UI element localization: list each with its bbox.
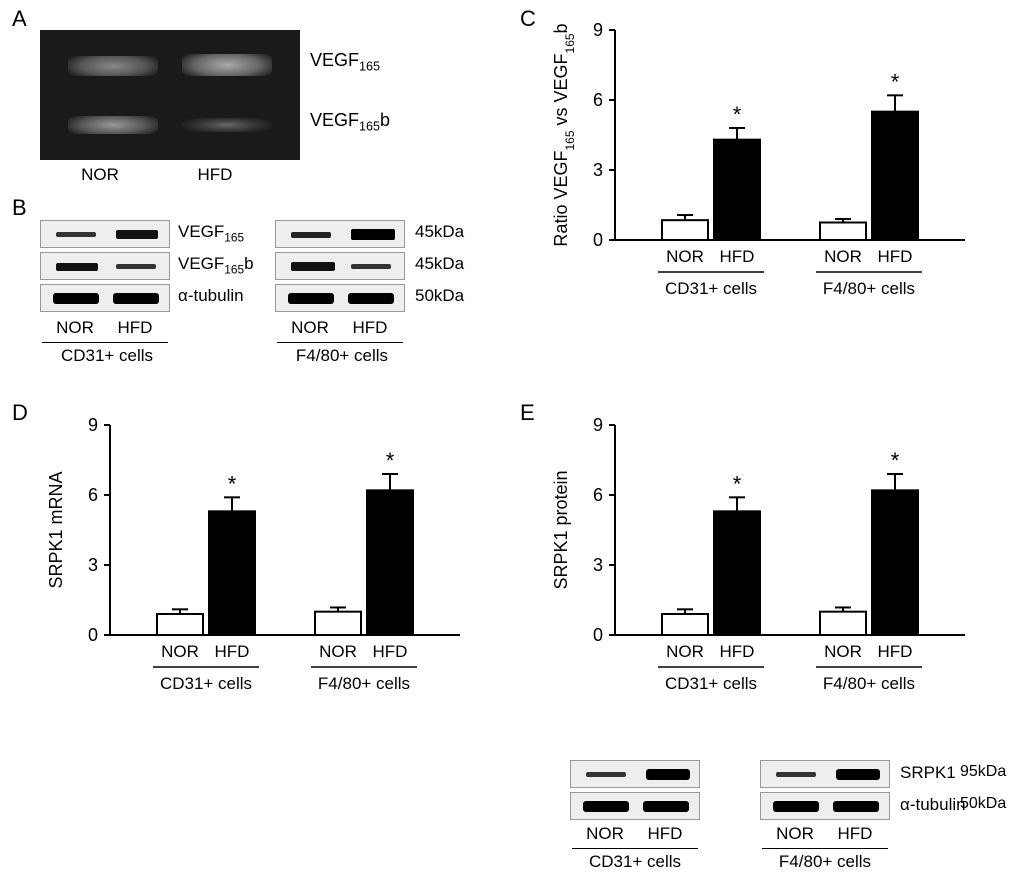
blot-kd50: 50kDa [415,286,464,306]
blot-label-tubulin: α-tubulin [178,286,244,306]
panel-label-c: C [520,6,536,32]
blot-e-kd95: 95kDa [960,763,1006,781]
svg-text:6: 6 [593,90,603,110]
underline-cd31-b [42,342,168,343]
gel-band [68,116,158,134]
gel-band [182,54,272,76]
western-e-cd31 [570,760,700,820]
underline-f480-e [762,848,888,849]
svg-text:NOR: NOR [824,642,862,661]
svg-text:HFD: HFD [720,642,755,661]
gel-band [182,118,272,132]
lane-nor-b2: NOR [285,318,335,338]
lane-hfd-e2: HFD [830,824,880,844]
underline-cd31-e [572,848,698,849]
gel-band [68,56,158,76]
svg-text:3: 3 [593,555,603,575]
svg-text:NOR: NOR [161,642,199,661]
group-f480-b: F4/80+ cells [282,346,402,366]
blot-row [275,220,405,248]
svg-text:0: 0 [88,625,98,645]
svg-text:9: 9 [88,415,98,435]
gel-row-label-vegf165b: VEGF165b [310,110,390,134]
svg-text:0: 0 [593,230,603,250]
blot-row [40,252,170,280]
gel-row-label-vegf165: VEGF165 [310,50,380,74]
group-cd31-e: CD31+ cells [580,852,690,872]
blot-label-vegf165b: VEGF165b [178,254,254,276]
svg-text:9: 9 [593,415,603,435]
gel-image-a [40,30,300,160]
blot-kd45-1: 45kDa [415,222,464,242]
western-f480 [275,220,405,312]
blot-e-kd50: 50kDa [960,795,1006,813]
svg-text:*: * [228,471,237,496]
blot-row [40,284,170,312]
lane-label-nor: NOR [70,165,130,185]
svg-text:6: 6 [88,485,98,505]
blot-row [760,760,890,788]
svg-text:CD31+ cells: CD31+ cells [160,674,252,693]
lane-hfd-b1: HFD [110,318,160,338]
svg-text:F4/80+ cells: F4/80+ cells [318,674,410,693]
lane-hfd-b2: HFD [345,318,395,338]
svg-text:*: * [733,471,742,496]
svg-text:HFD: HFD [373,642,408,661]
svg-text:*: * [733,102,742,127]
svg-text:Ratio VEGF165 vs VEGF165b: Ratio VEGF165 vs VEGF165b [551,23,577,246]
lane-nor-b1: NOR [50,318,100,338]
lane-nor-e2: NOR [770,824,820,844]
blot-e-tubulin-label: α-tubulin [900,795,966,815]
svg-text:3: 3 [593,160,603,180]
svg-text:HFD: HFD [215,642,250,661]
panel-label-b: B [12,195,27,221]
chart-c: 0 3 6 9 NOR * HFD NOR * HFD CD31+ cells F4/80+ cell… [545,20,985,320]
blot-row [40,220,170,248]
svg-text:SRPK1 mRNA: SRPK1 mRNA [46,471,66,588]
blot-row [275,252,405,280]
svg-text:CD31+ cells: CD31+ cells [665,674,757,693]
svg-text:*: * [386,448,395,473]
panel-label-d: D [12,400,28,426]
svg-text:F4/80+ cells: F4/80+ cells [823,279,915,298]
svg-text:*: * [891,69,900,94]
panel-label-e: E [520,400,535,426]
svg-text:*: * [891,448,900,473]
lane-label-hfd: HFD [185,165,245,185]
blot-e-srpk1-label: SRPK1 [900,763,956,783]
svg-text:NOR: NOR [824,247,862,266]
blot-row [570,792,700,820]
western-e-f480 [760,760,890,820]
western-cd31 [40,220,170,312]
svg-text:HFD: HFD [878,247,913,266]
svg-text:CD31+ cells: CD31+ cells [665,279,757,298]
svg-text:SRPK1 protein: SRPK1 protein [551,470,571,589]
svg-text:HFD: HFD [878,642,913,661]
svg-text:6: 6 [593,485,603,505]
svg-text:9: 9 [593,20,603,40]
lane-hfd-e1: HFD [640,824,690,844]
blot-kd45-2: 45kDa [415,254,464,274]
panel-label-a: A [12,6,27,32]
svg-text:NOR: NOR [666,642,704,661]
svg-text:F4/80+ cells: F4/80+ cells [823,674,915,693]
blot-row [760,792,890,820]
group-f480-e: F4/80+ cells [765,852,885,872]
group-cd31-b: CD31+ cells [52,346,162,366]
blot-row [570,760,700,788]
underline-f480-b [277,342,403,343]
svg-text:0: 0 [593,625,603,645]
lane-nor-e1: NOR [580,824,630,844]
svg-text:NOR: NOR [319,642,357,661]
chart-e: 0 3 6 9 NOR * HFD NOR * HFD CD31+ cells F4/80+ cell… [545,415,985,715]
svg-text:HFD: HFD [720,247,755,266]
blot-row [275,284,405,312]
svg-text:3: 3 [88,555,98,575]
svg-text:NOR: NOR [666,247,704,266]
chart-d: 0 3 6 9 NOR * HFD NOR * HFD CD31+ cells F4/80+ cell… [40,415,480,715]
blot-label-vegf165: VEGF165 [178,222,244,244]
